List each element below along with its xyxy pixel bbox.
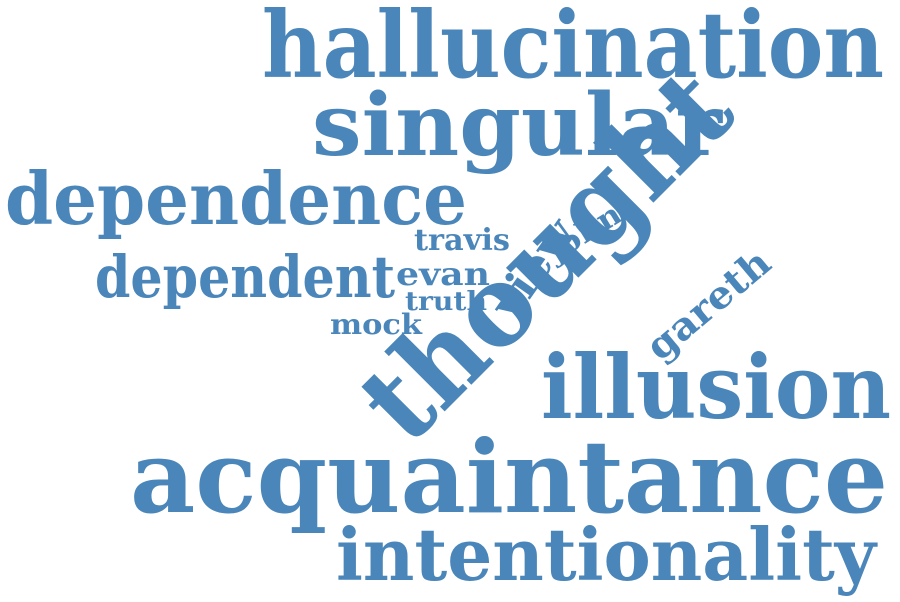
word-hallucination: hallucination: [262, 0, 884, 99]
word-travis: travis: [414, 223, 510, 258]
word-intentionality: intentionality: [336, 512, 878, 597]
word-evan: evan: [396, 255, 490, 293]
word-truth: truth: [405, 287, 487, 317]
word-singular: singular: [312, 75, 724, 176]
word-dependence: dependence: [5, 156, 467, 241]
word-dependent: dependent: [95, 243, 395, 311]
word-illusion: illusion: [541, 335, 891, 439]
word-mock: mock: [330, 308, 423, 341]
word-acquaintance: acquaintance: [130, 418, 888, 536]
